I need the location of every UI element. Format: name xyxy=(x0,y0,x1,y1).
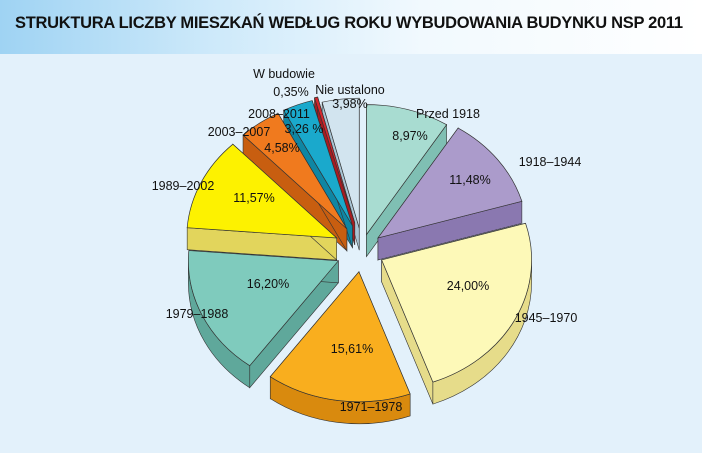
pie-slice-3 xyxy=(269,270,411,425)
pie-slice-top xyxy=(269,271,411,403)
pie-slice-0 xyxy=(366,104,448,258)
slice-value-label: 16,20% xyxy=(247,277,289,291)
pie-slice-top xyxy=(242,112,348,230)
slice-category-label: 1971–1978 xyxy=(340,400,403,414)
slice-value-label: 15,61% xyxy=(331,342,373,356)
slice-value-label: 8,97% xyxy=(392,129,427,143)
slice-category-label: 2003–2007 xyxy=(208,125,271,139)
slice-category-label: Nie ustalono xyxy=(315,83,385,97)
page-title: STRUKTURA LICZBY MIESZKAŃ WEDŁUG ROKU WY… xyxy=(15,14,683,32)
pie-slice-2 xyxy=(381,222,532,405)
slice-category-label: W budowie xyxy=(253,67,315,81)
slice-category-label: 1979–1988 xyxy=(166,307,229,321)
slice-value-label: 11,57% xyxy=(233,191,274,205)
pie-slice-top xyxy=(186,143,338,239)
pie-slice-5 xyxy=(186,143,338,261)
slice-category-label: 1945–1970 xyxy=(515,311,578,325)
slice-category-label: 1918–1944 xyxy=(519,155,582,169)
slice-value-label: 3,98% xyxy=(332,97,367,111)
pie-slice-1 xyxy=(377,127,523,261)
pie-slice-top xyxy=(366,104,448,236)
slice-value-label: 3,26 % xyxy=(285,122,324,136)
pie-slice-4 xyxy=(188,250,340,389)
pie-slice-top xyxy=(377,127,523,239)
pie-slice-top xyxy=(321,97,360,229)
slice-value-label: 0,35% xyxy=(273,85,308,99)
slice-value-label: 4,58% xyxy=(264,141,299,155)
slice-value-label: 11,48% xyxy=(449,173,490,187)
slice-category-label: Przed 1918 xyxy=(416,107,480,121)
slice-category-label: 2008–2011 xyxy=(248,107,310,121)
slice-category-label: 1989–2002 xyxy=(152,179,215,193)
pie-slice-top xyxy=(314,96,356,224)
slice-value-label: 24,00% xyxy=(447,279,489,293)
header-band: STRUKTURA LICZBY MIESZKAŃ WEDŁUG ROKU WY… xyxy=(0,0,702,54)
pie-slice-top xyxy=(283,100,353,226)
pie-slice-top xyxy=(381,222,532,383)
pie-slice-top xyxy=(188,250,340,367)
